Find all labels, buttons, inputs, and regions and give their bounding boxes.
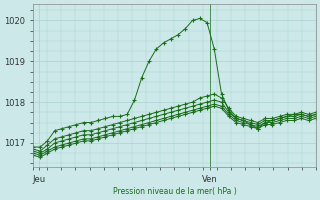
X-axis label: Pression niveau de la mer( hPa ): Pression niveau de la mer( hPa ) <box>113 187 236 196</box>
